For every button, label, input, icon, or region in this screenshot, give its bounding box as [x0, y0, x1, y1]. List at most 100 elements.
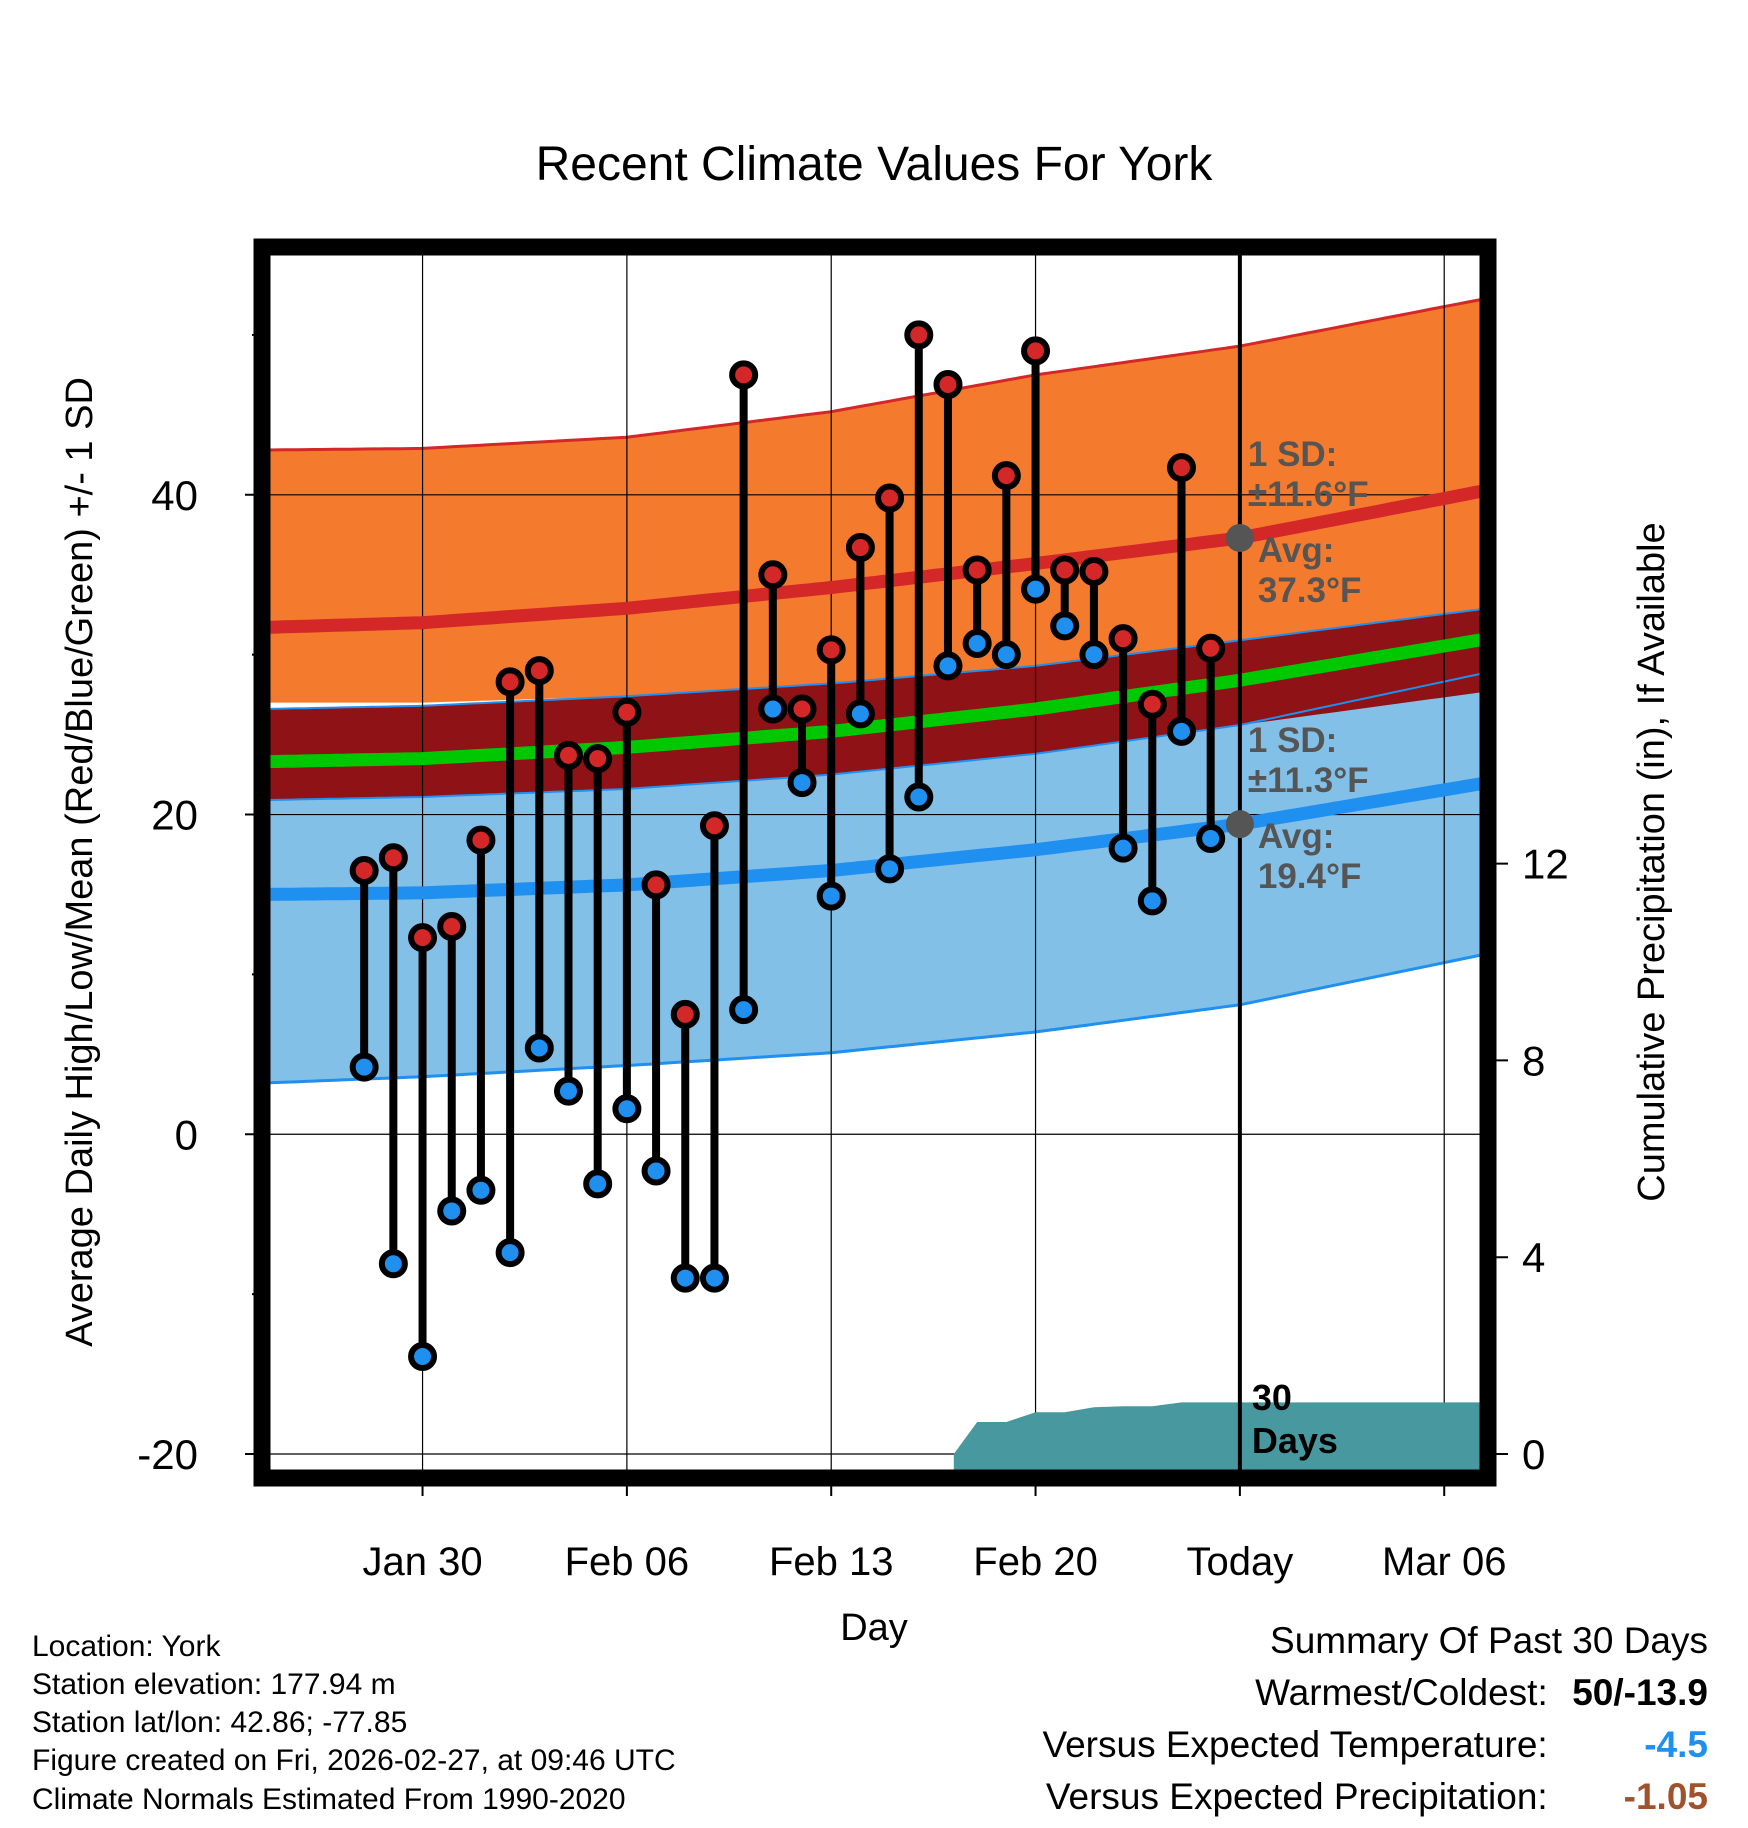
low-marker	[408, 1341, 438, 1371]
low-sd-label: 1 SD:	[1248, 721, 1337, 760]
high-marker	[408, 923, 438, 953]
high-avg-label: Avg:	[1258, 531, 1334, 570]
y2-tick-label: 12	[1522, 841, 1569, 888]
low-marker	[962, 628, 992, 658]
precipitation-area	[953, 1402, 1488, 1478]
high-marker	[524, 656, 554, 686]
low-marker	[437, 1196, 467, 1226]
low-marker	[1108, 833, 1138, 863]
high-marker	[991, 461, 1021, 491]
summary-title: Summary Of Past 30 Days	[1270, 1620, 1708, 1661]
low-marker	[554, 1076, 583, 1106]
low-marker	[1196, 824, 1226, 854]
y-tick-label: 0	[175, 1111, 198, 1158]
x-tick-label: Today	[1187, 1540, 1294, 1584]
high-marker	[1079, 557, 1109, 587]
high-upper-edge	[262, 296, 1488, 452]
axes: ‑20 0 20 40 0 4 8 12 Jan 30 Feb 06 Feb 13 Feb 20 Tod…	[137, 333, 1569, 1584]
y-tick-label: 40	[151, 472, 198, 519]
low-marker	[495, 1238, 525, 1268]
low-marker	[466, 1175, 496, 1205]
high-avg-value: 37.3°F	[1258, 571, 1362, 610]
high-marker	[1108, 624, 1138, 654]
high-marker	[641, 870, 671, 900]
mean-average-line	[262, 632, 1488, 769]
high-marker	[787, 694, 817, 724]
high-marker	[495, 667, 525, 697]
low-marker	[612, 1094, 642, 1124]
high-marker	[933, 369, 963, 399]
low-upper-edge	[262, 671, 1488, 802]
high-sd-label: 1 SD:	[1248, 435, 1337, 474]
high-average-marker	[1225, 523, 1254, 552]
precip-days-label-number: 30	[1252, 1377, 1292, 1418]
y-axis-label: Average Daily High/Low/Mean (Red/Blue/Gr…	[59, 377, 101, 1347]
high-marker	[583, 744, 613, 774]
high-marker	[962, 555, 992, 585]
x-tick-label: Feb 20	[973, 1540, 1098, 1584]
low-average-marker	[1225, 810, 1254, 839]
low-marker	[1167, 716, 1196, 746]
low-marker	[816, 881, 846, 911]
low-marker	[1050, 611, 1080, 641]
temp-value: -4.5	[1644, 1724, 1708, 1765]
info-latlon: Station lat/lon: 42.86; -77.85	[32, 1706, 408, 1739]
low-marker	[991, 640, 1021, 670]
low-marker	[583, 1169, 613, 1199]
daily-observations	[349, 320, 1226, 1371]
chart-title: Recent Climate Values For York	[536, 138, 1214, 191]
low-marker	[378, 1249, 408, 1279]
warm-cold-label: Warmest/Coldest:	[1255, 1672, 1548, 1713]
precip-value: -1.05	[1623, 1776, 1708, 1817]
high-average-line	[262, 483, 1488, 634]
plot-frame	[253, 238, 1497, 1487]
high-marker	[1196, 633, 1226, 663]
high-marker	[758, 560, 788, 590]
summary-precip: Versus Expected Precipitation: -1.05	[1046, 1776, 1708, 1818]
low-marker	[1079, 640, 1109, 670]
y2-tick-label: 0	[1522, 1431, 1545, 1478]
y-tick-label: ‑20	[137, 1431, 198, 1478]
high-marker	[612, 697, 642, 727]
low-marker	[1137, 886, 1167, 916]
x-tick-label: Feb 13	[769, 1540, 894, 1584]
high-marker	[1137, 689, 1167, 719]
y2-axis-label: Cumulative Precipitation (in), If Availa…	[1631, 522, 1673, 1201]
high-marker	[1167, 453, 1196, 483]
x-tick-label: Jan 30	[362, 1540, 482, 1584]
average-lines	[262, 247, 1488, 1478]
high-marker	[1021, 336, 1051, 366]
warm-cold-value: 50/-13.9	[1572, 1672, 1708, 1713]
temp-label: Versus Expected Temperature:	[1042, 1724, 1548, 1765]
low-marker	[758, 694, 788, 724]
low-marker	[524, 1033, 554, 1063]
high-marker	[466, 825, 496, 855]
low-marker	[845, 699, 875, 729]
high-marker	[349, 855, 379, 885]
precip-days-label-text: Days	[1252, 1420, 1338, 1461]
normals-bands	[262, 296, 1488, 1085]
low-sd-value: ±11.3°F	[1248, 761, 1369, 800]
x-axis-label: Day	[840, 1607, 908, 1649]
high-marker	[699, 811, 729, 841]
high-marker	[1050, 555, 1080, 585]
high-marker	[729, 360, 759, 390]
low-marker	[729, 995, 759, 1025]
low-average-line	[262, 776, 1488, 901]
high-marker	[378, 843, 408, 873]
low-avg-value: 19.4°F	[1258, 857, 1362, 896]
high-sd-value: ±11.6°F	[1248, 475, 1369, 514]
info-normals: Climate Normals Estimated From 1990-2020	[32, 1783, 626, 1816]
info-elevation: Station elevation: 177.94 m	[32, 1668, 396, 1701]
y-tick-label: 20	[151, 792, 198, 839]
low-avg-label: Avg:	[1258, 817, 1334, 856]
low-marker	[875, 854, 905, 884]
low-lower-edge	[262, 952, 1488, 1085]
precip-cumulative-area	[953, 1402, 1488, 1478]
mean-upper-edge	[262, 607, 1488, 710]
low-marker	[904, 782, 934, 812]
low-marker	[670, 1263, 700, 1293]
x-tick-label: Mar 06	[1382, 1540, 1507, 1584]
